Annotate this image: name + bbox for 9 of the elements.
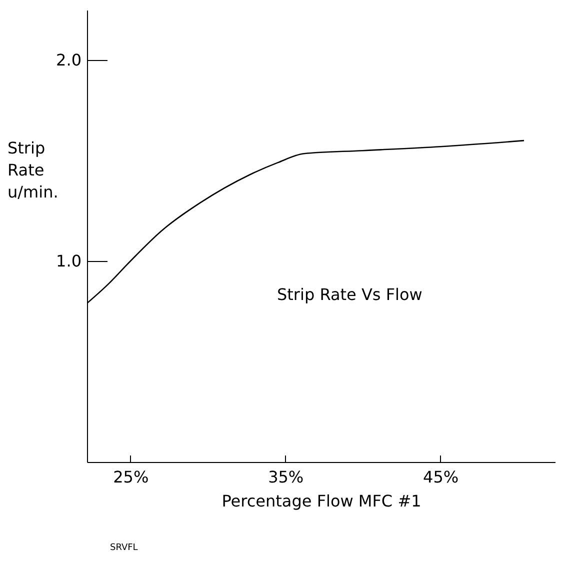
- x-tick-label: 45%: [423, 468, 459, 486]
- y-tick-label: 2.0: [56, 50, 82, 70]
- y-axis-title: Strip Rate u/min.: [8, 138, 58, 202]
- text: SRVFL: [110, 543, 138, 553]
- x-tick-label: 25%: [113, 468, 149, 486]
- y-tick-label: 1.0: [56, 252, 82, 271]
- x-tick-label: 35%: [268, 468, 304, 486]
- text: Strip Rate Vs Flow: [277, 285, 422, 304]
- x-axis-title: Percentage Flow MFC #1: [222, 492, 422, 510]
